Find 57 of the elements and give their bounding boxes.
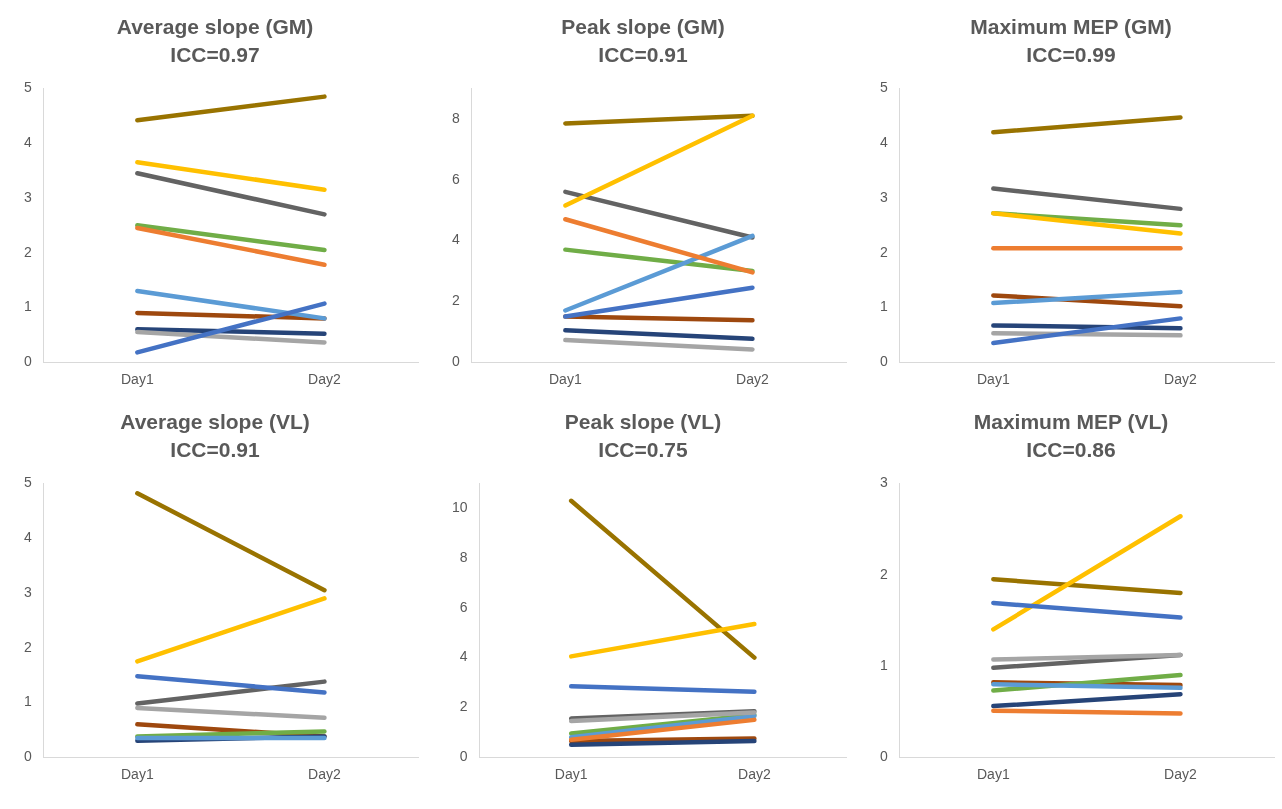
chart-subtitle: ICC=0.97 — [170, 42, 260, 66]
y-tick-label: 0 — [879, 353, 888, 370]
chart-title: Peak slope (GM) — [561, 15, 725, 39]
y-tick-label: 1 — [23, 693, 32, 710]
y-tick-label: 0 — [879, 748, 888, 765]
chart-title: Maximum MEP (VL) — [973, 410, 1169, 434]
y-tick-label: 4 — [879, 134, 888, 151]
y-tick-label: 8 — [459, 548, 468, 565]
chart-subtitle: ICC=0.91 — [170, 437, 260, 461]
x-tick-label: Day2 — [308, 371, 341, 388]
x-tick-label: Day2 — [736, 371, 769, 388]
y-tick-label: 1 — [23, 298, 32, 315]
y-tick-label: 4 — [451, 231, 460, 248]
y-tick-label: 6 — [451, 170, 460, 187]
x-tick-label: Day2 — [738, 766, 771, 783]
x-tick-label: Day1 — [549, 371, 582, 388]
y-tick-label: 0 — [23, 748, 32, 765]
y-tick-label: 0 — [23, 353, 32, 370]
y-tick-label: 0 — [451, 353, 460, 370]
y-tick-label: 2 — [451, 292, 460, 309]
y-tick-label: 3 — [23, 583, 32, 600]
y-tick-label: 4 — [23, 529, 32, 546]
x-tick-label: Day1 — [977, 371, 1010, 388]
x-tick-label: Day1 — [121, 766, 154, 783]
y-tick-label: 2 — [879, 565, 888, 582]
x-tick-label: Day1 — [977, 766, 1010, 783]
y-tick-label: 8 — [451, 109, 460, 126]
chart-subtitle: ICC=0.91 — [598, 42, 688, 66]
chart-title: Average slope (GM) — [116, 15, 314, 39]
y-tick-label: 3 — [23, 188, 32, 205]
y-tick-label: 5 — [23, 474, 32, 491]
x-tick-label: Day1 — [121, 371, 154, 388]
y-tick-label: 2 — [459, 698, 468, 715]
x-tick-label: Day2 — [1164, 766, 1197, 783]
y-tick-label: 3 — [879, 188, 888, 205]
chart-subtitle: ICC=0.86 — [1026, 437, 1116, 461]
chart-title: Average slope (VL) — [120, 410, 310, 434]
chart-title: Peak slope (VL) — [564, 410, 722, 434]
x-tick-label: Day2 — [1164, 371, 1197, 388]
chart-subtitle: ICC=0.99 — [1026, 42, 1116, 66]
y-tick-label: 0 — [459, 748, 468, 765]
x-tick-label: Day1 — [554, 766, 588, 783]
y-tick-label: 1 — [879, 656, 888, 673]
y-tick-label: 2 — [23, 638, 32, 655]
y-tick-label: 2 — [23, 243, 32, 260]
y-tick-label: 4 — [459, 648, 468, 665]
y-tick-label: 10 — [451, 499, 468, 516]
y-tick-label: 3 — [879, 474, 888, 491]
chart-subtitle: ICC=0.75 — [598, 437, 688, 461]
y-tick-label: 2 — [879, 243, 888, 260]
x-tick-label: Day2 — [308, 766, 341, 783]
y-tick-label: 5 — [879, 79, 888, 96]
chart-title: Maximum MEP (GM) — [970, 15, 1172, 39]
y-tick-label: 5 — [23, 79, 32, 96]
y-tick-label: 1 — [879, 298, 888, 315]
y-tick-label: 6 — [459, 598, 468, 615]
y-tick-label: 4 — [23, 134, 32, 151]
